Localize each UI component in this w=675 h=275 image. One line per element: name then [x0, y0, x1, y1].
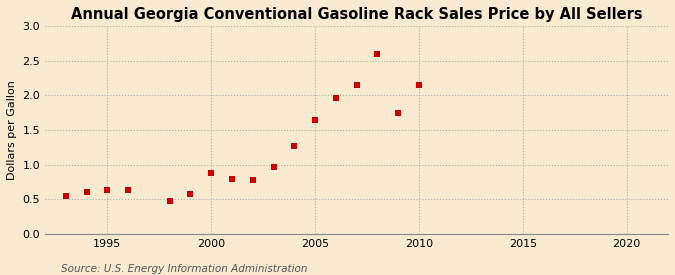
Point [227, 177, 238, 181]
Point [268, 165, 279, 170]
Point [123, 188, 134, 192]
Point [414, 83, 425, 87]
Point [81, 190, 92, 194]
Point [185, 191, 196, 196]
Point [393, 110, 404, 115]
Point [289, 144, 300, 148]
Point [351, 83, 362, 87]
Text: Source: U.S. Energy Information Administration: Source: U.S. Energy Information Administ… [61, 264, 307, 274]
Point [102, 188, 113, 192]
Point [247, 178, 258, 182]
Point [206, 171, 217, 175]
Y-axis label: Dollars per Gallon: Dollars per Gallon [7, 80, 17, 180]
Point [61, 194, 72, 198]
Point [310, 117, 321, 122]
Point [372, 51, 383, 56]
Title: Annual Georgia Conventional Gasoline Rack Sales Price by All Sellers: Annual Georgia Conventional Gasoline Rac… [71, 7, 643, 22]
Point [164, 199, 175, 203]
Point [331, 96, 342, 100]
